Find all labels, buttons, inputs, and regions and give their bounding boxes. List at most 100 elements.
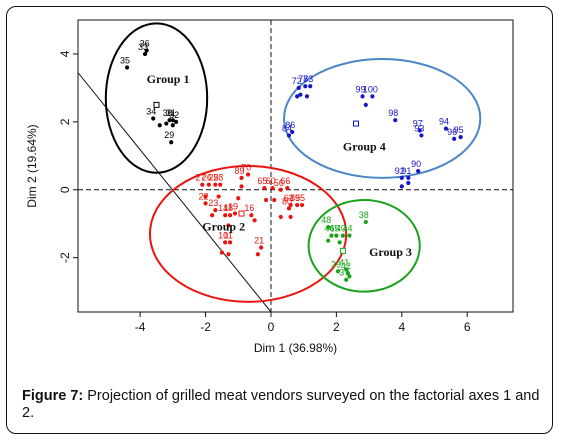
data-point <box>296 85 301 91</box>
point-label: 36 <box>140 39 150 49</box>
data-point <box>245 172 251 177</box>
data-point <box>286 206 292 211</box>
x-tick-label: 0 <box>268 320 275 334</box>
group-2-label: Group 2 <box>202 220 245 234</box>
group-3-label: Group 3 <box>369 245 412 259</box>
point-label: 35 <box>120 56 130 66</box>
data-point <box>458 135 463 140</box>
point-label: 93 <box>414 123 424 133</box>
data-point <box>335 269 341 274</box>
data-point <box>406 175 411 180</box>
data-point <box>399 184 404 189</box>
data-point <box>298 92 303 97</box>
data-point <box>142 51 148 57</box>
group-1-centroid <box>153 101 160 108</box>
point-label: 48 <box>321 215 331 225</box>
data-point <box>270 185 275 191</box>
point-label: 89 <box>235 166 245 176</box>
point-label: 10 <box>218 230 228 240</box>
data-point <box>263 197 269 203</box>
group-1-ellipse <box>104 22 209 174</box>
point-label: 41 <box>339 258 349 268</box>
point-label: 63 <box>284 193 294 203</box>
data-point <box>239 175 244 180</box>
point-label: 66 <box>280 176 290 186</box>
point-label: 11 <box>223 230 232 240</box>
data-point <box>295 94 300 99</box>
data-point <box>223 213 228 218</box>
data-point <box>303 84 308 89</box>
point-label: 73 <box>303 74 313 84</box>
x-tick-label: -2 <box>200 320 211 334</box>
point-label: 60 <box>266 176 276 186</box>
data-point <box>151 116 156 121</box>
data-point <box>308 84 313 89</box>
point-label: 34 <box>146 106 156 116</box>
data-point <box>285 185 290 191</box>
x-tick-label: -4 <box>135 320 146 334</box>
y-tick-label: 0 <box>58 186 72 193</box>
x-tick-label: 2 <box>333 320 340 334</box>
data-point <box>170 118 175 123</box>
data-point <box>416 168 421 174</box>
data-point <box>203 201 208 206</box>
point-label: 46 <box>324 224 334 234</box>
x-tick-label: 4 <box>398 320 405 334</box>
point-label: 37 <box>339 268 349 278</box>
point-label: 16 <box>244 203 254 213</box>
data-point <box>337 240 342 245</box>
point-label: 29 <box>164 130 174 140</box>
data-point <box>290 129 295 135</box>
point-label: 95 <box>295 193 305 203</box>
data-point <box>226 223 231 228</box>
point-label: 86 <box>285 120 295 130</box>
data-point <box>203 194 208 199</box>
point-label: 14 <box>218 203 228 213</box>
point-label: 40 <box>336 224 346 234</box>
data-point <box>252 218 257 223</box>
point-label: 90 <box>411 159 421 169</box>
point-label: 21 <box>254 235 264 245</box>
y-tick-label: -2 <box>58 252 72 263</box>
data-point <box>406 180 411 186</box>
data-point <box>169 140 174 145</box>
point-label: 31 <box>166 108 176 118</box>
point-label: 72 <box>292 76 302 86</box>
caption-lead: Figure 7: <box>22 388 84 404</box>
separator-line <box>78 72 272 312</box>
data-point <box>227 240 233 245</box>
data-point <box>278 214 283 220</box>
data-point <box>393 118 398 123</box>
data-point <box>219 250 225 255</box>
point-label: 100 <box>363 84 378 94</box>
caption-text: Projection of grilled meat vendors surve… <box>22 388 540 421</box>
point-label: 91 <box>401 166 411 176</box>
data-point <box>174 119 179 124</box>
x-axis-label: Dim 1 (36.98%) <box>254 341 337 355</box>
data-point <box>334 233 339 238</box>
point-label: 56 <box>274 178 284 188</box>
group-4-label: Group 4 <box>343 140 386 154</box>
y-tick-label: 4 <box>58 50 72 57</box>
data-point <box>272 197 277 203</box>
point-label: 65 <box>257 176 267 186</box>
point-label: 85 <box>290 193 300 203</box>
data-point <box>417 128 422 133</box>
data-point <box>347 274 352 279</box>
point-label: 94 <box>439 117 449 127</box>
point-label: 23 <box>208 198 218 208</box>
point-label: 18 <box>223 203 233 213</box>
data-point <box>340 233 346 238</box>
data-point <box>236 196 241 201</box>
data-point <box>249 213 254 218</box>
group-1-label: Group 1 <box>147 72 190 86</box>
group-4-centroid <box>353 120 360 127</box>
point-label: 28 <box>213 173 223 183</box>
point-label: 27 <box>195 173 205 183</box>
data-point <box>255 252 260 257</box>
data-point <box>164 121 169 126</box>
figure-frame <box>6 6 553 434</box>
y-axis-label: Dim 2 (19.64%) <box>25 124 39 207</box>
data-point <box>167 118 172 123</box>
data-point <box>370 94 375 99</box>
